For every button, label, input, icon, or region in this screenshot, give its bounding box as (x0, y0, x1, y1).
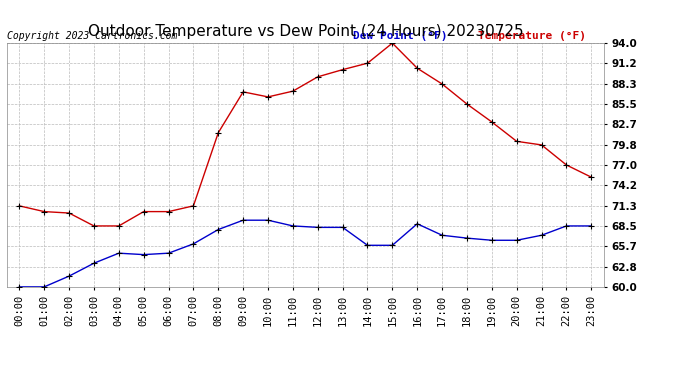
Text: Temperature (°F): Temperature (°F) (478, 31, 586, 41)
Text: Dew Point (°F): Dew Point (°F) (353, 31, 448, 41)
Title: Outdoor Temperature vs Dew Point (24 Hours) 20230725: Outdoor Temperature vs Dew Point (24 Hou… (88, 24, 523, 39)
Text: Copyright 2023 Cartronics.com: Copyright 2023 Cartronics.com (7, 31, 177, 41)
